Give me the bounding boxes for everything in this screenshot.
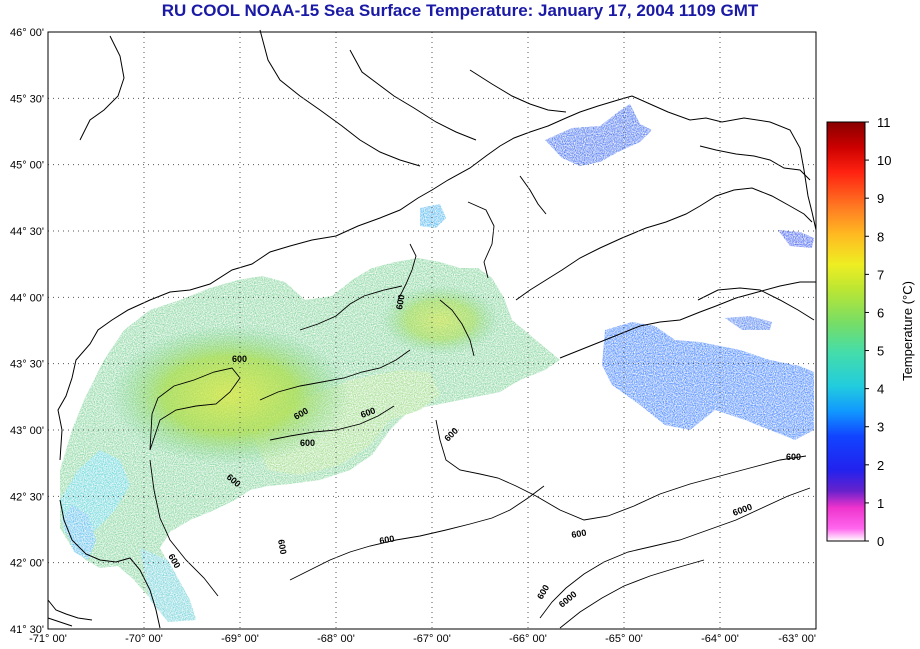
colorbar-ticks: 0 1 2 3 4 5 6 7 8 9 10 11 xyxy=(865,115,891,549)
longitude-tick-label: -63° 00' xyxy=(778,633,816,645)
longitude-tick-label: -68° 00' xyxy=(317,633,355,645)
coastline-ri xyxy=(47,599,93,621)
coastline-maine xyxy=(57,95,633,461)
colorbar-title: Temperature (°C) xyxy=(900,281,915,381)
contour-600-e xyxy=(299,285,403,331)
coastline-inner-ns xyxy=(697,287,815,321)
latitude-axis: 46° 00' 45° 30' 45° 00' 44° 30' 44° 00' 43° 3… xyxy=(10,27,44,636)
coastlines xyxy=(47,29,817,629)
latitude-tick-label: 43° 00' xyxy=(10,425,44,437)
colorbar-tick-label: 11 xyxy=(877,115,891,130)
coastline-grand-manan xyxy=(519,175,547,215)
contour-label: 600 xyxy=(359,405,377,420)
contour-label: 600 xyxy=(276,539,288,556)
latitude-tick-label: 43° 30' xyxy=(10,359,44,371)
latitude-tick-label: 45° 00' xyxy=(10,160,44,172)
contour-label: 600 xyxy=(394,294,406,311)
map-title: RU COOL NOAA-15 Sea Surface Temperature:… xyxy=(161,1,759,20)
colorbar: 0 1 2 3 4 5 6 7 8 9 10 11 Temperature (°C) xyxy=(826,115,915,549)
contour-label: 600 xyxy=(379,534,396,546)
colorbar-tick-label: 6 xyxy=(877,305,884,320)
contour-6000-b xyxy=(559,559,705,629)
longitude-tick-label: -69° 00' xyxy=(221,633,259,645)
contour-label: 600 xyxy=(571,528,588,540)
latitude-tick-label: 42° 30' xyxy=(10,491,44,503)
colorbar-tick-label: 7 xyxy=(877,267,884,282)
colorbar-gradient xyxy=(826,121,866,542)
sst-patch-northeast-blue xyxy=(602,322,814,440)
longitude-tick-label: -70° 00' xyxy=(125,633,163,645)
coastline-cape-cod xyxy=(59,499,161,629)
coastline-nova-scotia xyxy=(515,187,813,301)
colorbar-tick-label: 8 xyxy=(877,229,884,244)
sst-patch-ns-inner xyxy=(725,316,772,330)
map-gridlines xyxy=(48,32,816,629)
contour-600-b xyxy=(149,459,219,597)
coastline-pei xyxy=(699,145,811,181)
contour-600-c xyxy=(259,349,411,401)
colorbar-tick-label: 10 xyxy=(877,153,891,168)
coastline-inland-border xyxy=(349,49,477,141)
sst-patch-maine-coast-blue xyxy=(420,204,446,228)
coastline-ct xyxy=(47,617,73,627)
longitude-tick-label: -67° 00' xyxy=(413,633,451,645)
contour-600-g xyxy=(439,299,475,357)
latitude-tick-label: 45° 30' xyxy=(10,93,44,105)
contour-label: 600 xyxy=(300,438,315,448)
coastline-quebec xyxy=(79,35,125,141)
colorbar-tick-label: 4 xyxy=(877,382,884,397)
contour-600-i xyxy=(289,485,545,581)
contour-label: 600 xyxy=(786,452,801,462)
coastline-inland-river xyxy=(259,29,421,167)
latitude-tick-label: 41° 30' xyxy=(10,624,44,636)
longitude-tick-label: -71° 00' xyxy=(29,633,67,645)
coastline-ns-south xyxy=(559,281,816,359)
colorbar-tick-label: 0 xyxy=(877,534,884,549)
longitude-tick-label: -64° 00' xyxy=(701,633,739,645)
sst-patch-coastal-cold xyxy=(62,505,96,560)
colorbar-tick-label: 9 xyxy=(877,191,884,206)
contour-600-j xyxy=(467,201,495,279)
contour-600-f xyxy=(397,243,417,301)
sst-warm-core xyxy=(110,325,350,465)
contour-600-a xyxy=(149,367,241,451)
contour-label: 600 xyxy=(232,354,247,364)
bathymetry-contours xyxy=(149,201,811,629)
latitude-tick-label: 44° 30' xyxy=(10,226,44,238)
latitude-tick-label: 46° 00' xyxy=(10,27,44,39)
sst-patch-bay-of-fundy xyxy=(545,104,652,166)
colorbar-tick-label: 5 xyxy=(877,344,884,359)
contour-600-d xyxy=(269,405,395,441)
contour-600-h xyxy=(435,419,807,521)
colorbar-tick-label: 1 xyxy=(877,496,884,511)
latitude-tick-label: 44° 00' xyxy=(10,292,44,304)
coastline-nb xyxy=(631,95,817,231)
colorbar-tick-label: 3 xyxy=(877,420,884,435)
longitude-tick-label: -66° 00' xyxy=(509,633,547,645)
sst-patch-northeast-small xyxy=(778,230,814,248)
colorbar-tick-label: 2 xyxy=(877,458,884,473)
contour-6000-a xyxy=(539,487,811,619)
coastline-inland-2 xyxy=(469,69,567,113)
longitude-tick-label: -65° 00' xyxy=(605,633,643,645)
map-frame xyxy=(47,31,817,630)
latitude-tick-label: 42° 00' xyxy=(10,558,44,570)
sst-warm-core-2 xyxy=(380,285,500,355)
longitude-axis: -71° 00' -70° 00' -69° 00' -68° 00' -67° 00'… xyxy=(29,633,816,645)
